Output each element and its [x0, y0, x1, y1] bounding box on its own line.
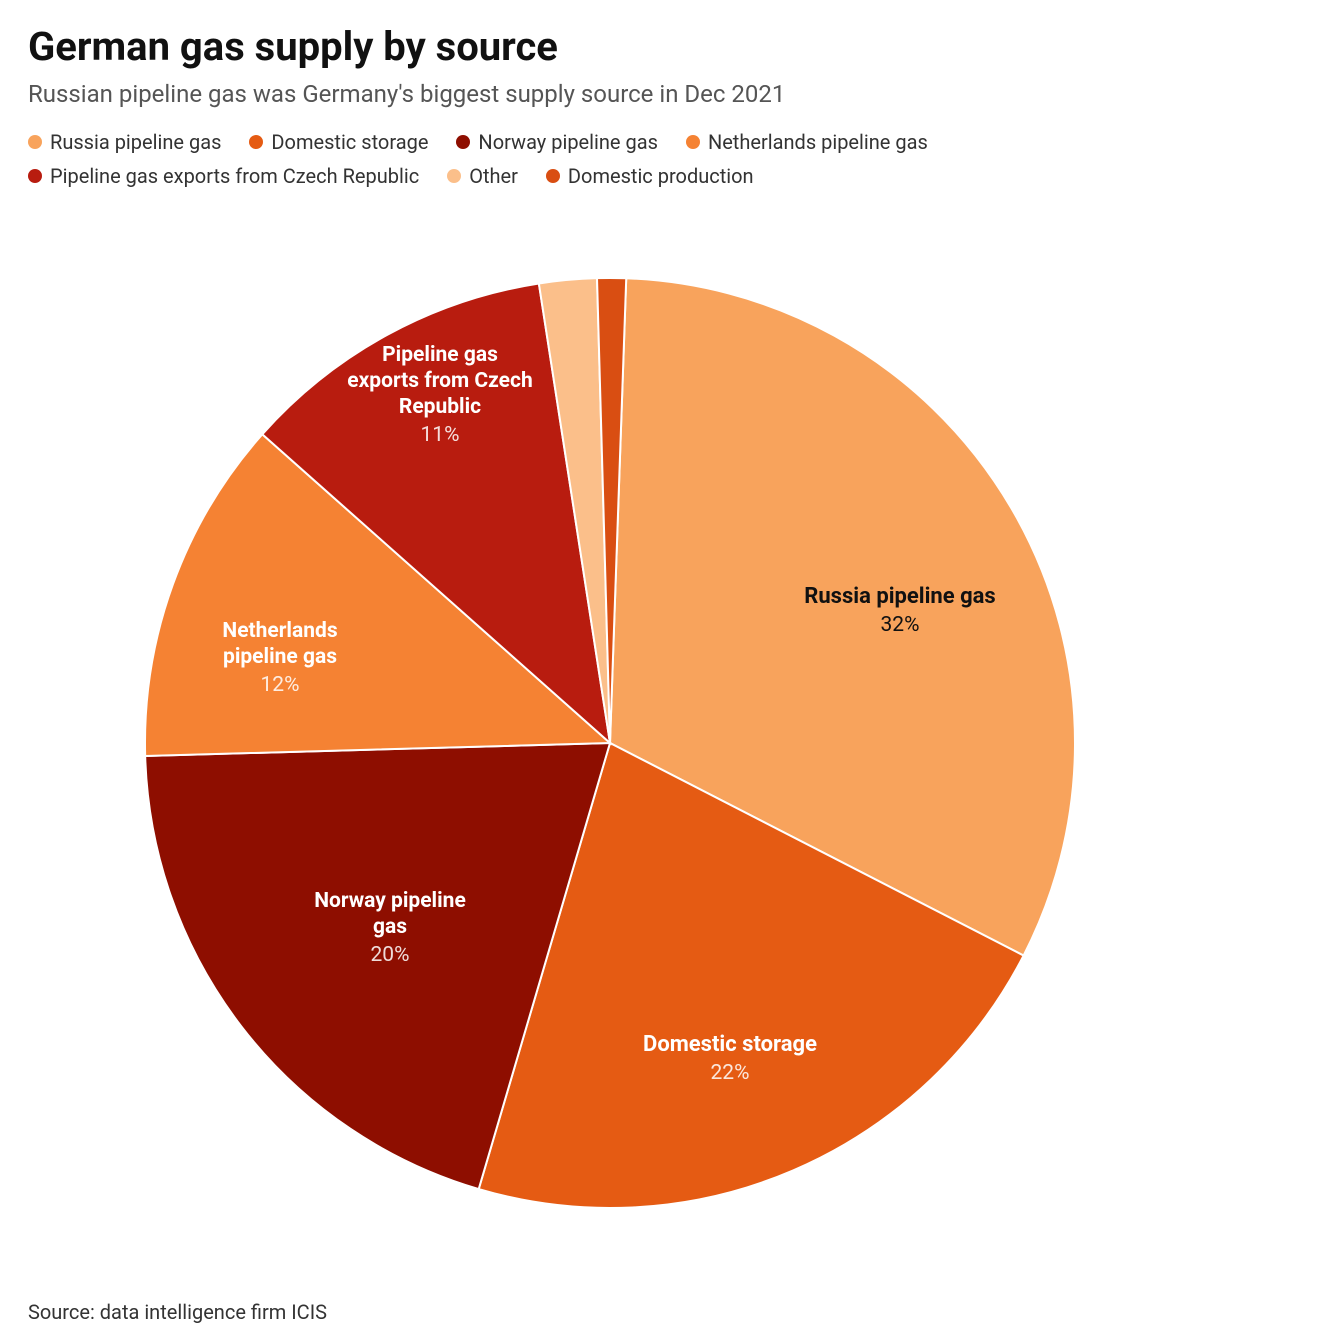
legend-label: Other	[469, 164, 518, 188]
slice-label-name: Netherlands	[222, 619, 337, 643]
legend-swatch	[447, 169, 461, 183]
legend-label: Russia pipeline gas	[50, 130, 221, 154]
legend-item-netherlands: Netherlands pipeline gas	[686, 130, 928, 154]
slice-label-name: Republic	[399, 395, 481, 419]
slice-label-name: Pipeline gas	[382, 343, 498, 367]
legend-label: Domestic storage	[271, 130, 428, 154]
slice-label-name: Domestic storage	[643, 1032, 817, 1057]
slice-label-name: Norway pipeline	[314, 889, 466, 913]
chart-subtitle: Russian pipeline gas was Germany's bigge…	[28, 80, 1292, 108]
legend-swatch	[686, 135, 700, 149]
legend-swatch	[28, 135, 42, 149]
legend-swatch	[456, 135, 470, 149]
legend-label: Pipeline gas exports from Czech Republic	[50, 164, 419, 188]
slice-label-name: pipeline gas	[223, 645, 337, 669]
legend-label: Domestic production	[568, 164, 754, 188]
legend-label: Netherlands pipeline gas	[708, 130, 928, 154]
slice-label-value: 32%	[881, 613, 920, 637]
slice-label-value: 11%	[421, 423, 460, 447]
source-line: Source: data intelligence firm ICIS	[28, 1300, 1292, 1324]
source-prefix: Source:	[28, 1300, 100, 1324]
legend-swatch	[546, 169, 560, 183]
legend-item-domestic_storage: Domestic storage	[249, 130, 428, 154]
source-text: data intelligence firm ICIS	[100, 1300, 327, 1324]
legend-label: Norway pipeline gas	[478, 130, 658, 154]
slice-label-value: 22%	[711, 1061, 750, 1085]
slice-label-name: exports from Czech	[347, 369, 532, 393]
slice-label-name: Russia pipeline gas	[804, 584, 996, 609]
legend: Russia pipeline gas Domestic storage Norwa…	[28, 130, 1088, 188]
legend-swatch	[28, 169, 42, 183]
legend-item-norway: Norway pipeline gas	[456, 130, 658, 154]
chart-area: Russia pipeline gas 32% Domestic storage 22…	[28, 194, 1292, 1292]
chart-container: German gas supply by source Russian pipe…	[0, 0, 1320, 1344]
legend-item-czech: Pipeline gas exports from Czech Republic	[28, 164, 419, 188]
legend-item-domestic_production: Domestic production	[546, 164, 754, 188]
slice-label-value: 12%	[261, 673, 300, 697]
pie-slices	[145, 278, 1075, 1208]
legend-swatch	[249, 135, 263, 149]
slice-label-name: gas	[373, 915, 407, 939]
legend-item-russia: Russia pipeline gas	[28, 130, 221, 154]
legend-item-other: Other	[447, 164, 518, 188]
pie-chart: Russia pipeline gas 32% Domestic storage 22…	[30, 233, 1290, 1253]
slice-label-value: 20%	[371, 943, 410, 967]
chart-title: German gas supply by source	[28, 24, 1292, 70]
